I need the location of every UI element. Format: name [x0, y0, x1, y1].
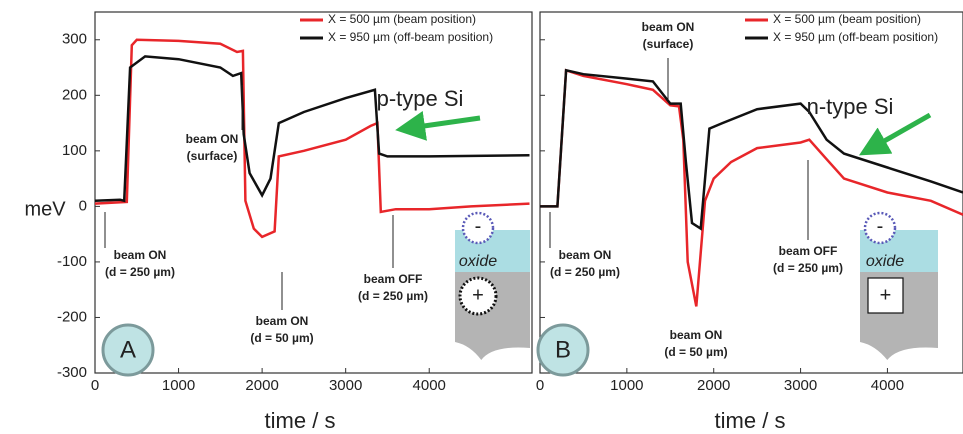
series-line [540, 68, 963, 307]
annotation: (d = 50 µm) [664, 345, 727, 359]
annotation: (d = 250 µm) [550, 265, 620, 279]
electron [863, 211, 897, 245]
panel-label: A [120, 336, 136, 363]
y-tick-label: 100 [62, 142, 87, 159]
annotation: (d = 50 µm) [250, 331, 313, 345]
x-tick-label: 0 [91, 377, 99, 394]
hole [867, 277, 904, 314]
annotation: (surface) [643, 37, 694, 51]
annotation: beam ON [186, 132, 239, 146]
y-tick-label: -100 [57, 253, 87, 270]
oxide-label: oxide [866, 253, 904, 270]
oxide-label: oxide [459, 253, 497, 270]
y-tick-label: 300 [62, 31, 87, 48]
annotation: beam OFF [779, 244, 838, 258]
hole-sign: + [472, 284, 484, 306]
plot-frame [539, 11, 963, 374]
y-tick-label: -300 [57, 364, 87, 381]
x-axis-label: time / s [715, 408, 786, 433]
legend-label: X = 500 µm (beam position) [773, 12, 921, 26]
y-tick-label: 200 [62, 86, 87, 103]
annotation: beam OFF [364, 272, 423, 286]
electron [461, 211, 495, 245]
annotation: (d = 250 µm) [773, 261, 843, 275]
green-arrow [395, 111, 481, 141]
y-axis-label: meV [24, 198, 66, 220]
annotation: beam ON [559, 248, 612, 262]
plot-frame [94, 11, 533, 374]
y-tick-label: -200 [57, 308, 87, 325]
electron-sign: - [475, 215, 482, 237]
legend-label: X = 500 µm (beam position) [328, 12, 476, 26]
series-line [95, 38, 530, 239]
series-line [540, 68, 963, 231]
x-tick-label: 1000 [162, 377, 195, 394]
panel-badge [101, 323, 155, 377]
annotation: beam ON [642, 20, 695, 34]
legend-label: X = 950 µm (off-beam position) [773, 30, 938, 44]
x-tick-label: 3000 [329, 377, 362, 394]
x-tick-label: 2000 [245, 377, 278, 394]
annotation: (d = 250 µm) [358, 289, 428, 303]
panel-badge [536, 323, 590, 377]
annotation: beam ON [256, 314, 309, 328]
annotation: (d = 250 µm) [105, 265, 175, 279]
series-line [95, 55, 530, 203]
annotation: beam ON [670, 328, 723, 342]
x-tick-label: 1000 [610, 377, 643, 394]
hole [458, 276, 498, 316]
hole-sign: + [880, 284, 892, 306]
x-tick-label: 0 [536, 377, 544, 394]
green-arrow [858, 112, 932, 156]
x-tick-label: 3000 [784, 377, 817, 394]
sample-label: n-type Si [807, 94, 894, 119]
x-tick-label: 4000 [413, 377, 446, 394]
sample-label: p-type Si [377, 86, 464, 111]
panel-label: B [555, 336, 571, 363]
x-axis-label: time / s [265, 408, 336, 433]
legend-label: X = 950 µm (off-beam position) [328, 30, 493, 44]
annotation: (surface) [187, 149, 238, 163]
annotation: beam ON [114, 248, 167, 262]
x-tick-label: 2000 [697, 377, 730, 394]
y-tick-label: 0 [79, 197, 87, 214]
electron-sign: - [877, 215, 884, 237]
x-tick-label: 4000 [871, 377, 904, 394]
